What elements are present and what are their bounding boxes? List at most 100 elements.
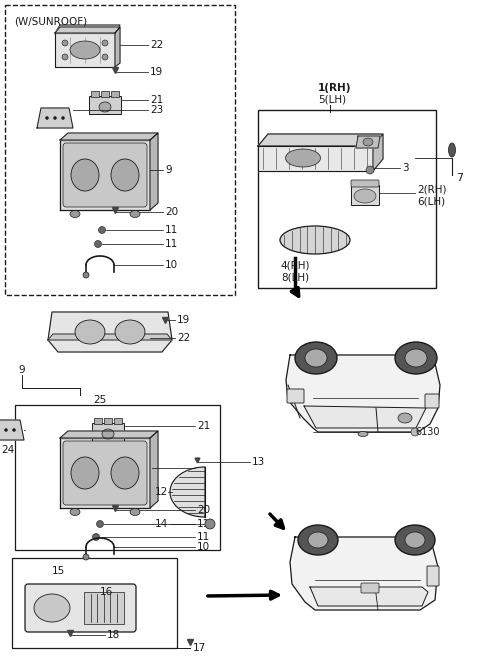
- Polygon shape: [290, 537, 438, 610]
- Ellipse shape: [70, 211, 80, 218]
- Text: 10: 10: [165, 260, 178, 270]
- Ellipse shape: [398, 413, 412, 423]
- Ellipse shape: [405, 349, 427, 367]
- Polygon shape: [373, 134, 383, 171]
- Ellipse shape: [70, 41, 100, 59]
- Text: 15: 15: [51, 566, 65, 576]
- Ellipse shape: [405, 532, 425, 548]
- Bar: [92, 423, 124, 441]
- Bar: [89, 96, 121, 114]
- Text: 11: 11: [197, 519, 210, 529]
- Ellipse shape: [98, 226, 106, 234]
- FancyBboxPatch shape: [25, 584, 136, 632]
- Ellipse shape: [93, 533, 99, 541]
- Text: 22: 22: [150, 40, 163, 50]
- Ellipse shape: [75, 320, 105, 344]
- Text: 10: 10: [197, 542, 210, 552]
- Ellipse shape: [395, 342, 437, 374]
- Ellipse shape: [130, 508, 140, 516]
- Ellipse shape: [205, 519, 215, 529]
- Ellipse shape: [102, 54, 108, 60]
- Polygon shape: [48, 312, 172, 352]
- FancyBboxPatch shape: [425, 394, 439, 408]
- Bar: [351, 185, 379, 205]
- Ellipse shape: [102, 40, 108, 46]
- Text: 5(LH): 5(LH): [318, 95, 346, 105]
- Polygon shape: [55, 25, 120, 33]
- Bar: [84, 592, 124, 624]
- Bar: [101, 91, 109, 97]
- FancyBboxPatch shape: [287, 389, 304, 403]
- Ellipse shape: [286, 149, 321, 167]
- Polygon shape: [0, 420, 24, 440]
- Ellipse shape: [280, 226, 350, 254]
- Polygon shape: [150, 133, 158, 210]
- Ellipse shape: [4, 428, 8, 432]
- Text: (W/SUNROOF): (W/SUNROOF): [14, 16, 87, 26]
- Ellipse shape: [99, 102, 111, 112]
- Ellipse shape: [358, 432, 368, 436]
- Bar: [15, 405, 220, 550]
- Text: 16: 16: [100, 587, 113, 597]
- Polygon shape: [55, 33, 115, 67]
- Text: 13: 13: [252, 457, 265, 467]
- Ellipse shape: [61, 117, 64, 119]
- Ellipse shape: [71, 457, 99, 489]
- Ellipse shape: [115, 320, 145, 344]
- Polygon shape: [60, 133, 158, 140]
- Ellipse shape: [95, 241, 101, 247]
- Text: 24: 24: [1, 445, 14, 455]
- Text: 19: 19: [150, 67, 163, 77]
- Text: 6130: 6130: [415, 427, 440, 437]
- Polygon shape: [304, 406, 426, 428]
- Ellipse shape: [308, 532, 328, 548]
- Ellipse shape: [411, 428, 419, 436]
- Polygon shape: [37, 108, 73, 128]
- Ellipse shape: [83, 554, 89, 560]
- Ellipse shape: [111, 457, 139, 489]
- Text: 4(RH): 4(RH): [280, 260, 310, 270]
- Polygon shape: [258, 134, 383, 146]
- Polygon shape: [286, 355, 440, 432]
- Text: 11: 11: [165, 239, 178, 249]
- Ellipse shape: [395, 525, 435, 555]
- Ellipse shape: [354, 189, 376, 203]
- Text: 3: 3: [402, 163, 408, 173]
- Polygon shape: [48, 334, 172, 340]
- Ellipse shape: [96, 520, 104, 527]
- Polygon shape: [115, 27, 120, 67]
- Bar: [114, 418, 122, 424]
- FancyBboxPatch shape: [351, 180, 379, 187]
- Polygon shape: [310, 587, 428, 606]
- Bar: [12, 558, 177, 648]
- Ellipse shape: [71, 159, 99, 191]
- Text: 19: 19: [177, 315, 190, 325]
- Text: 14: 14: [155, 519, 168, 529]
- Bar: [94, 418, 102, 424]
- Text: 18: 18: [107, 630, 120, 640]
- Text: 22: 22: [177, 333, 190, 343]
- Bar: [111, 91, 119, 97]
- Text: 20: 20: [165, 207, 178, 217]
- Bar: [104, 418, 112, 424]
- Text: 12: 12: [155, 487, 168, 497]
- Polygon shape: [170, 467, 205, 517]
- Ellipse shape: [46, 117, 48, 119]
- Ellipse shape: [305, 349, 327, 367]
- Text: 25: 25: [94, 395, 107, 405]
- Polygon shape: [60, 438, 150, 508]
- Ellipse shape: [83, 272, 89, 278]
- Ellipse shape: [366, 166, 374, 174]
- Polygon shape: [55, 27, 120, 33]
- Text: 11: 11: [165, 225, 178, 235]
- Ellipse shape: [70, 508, 80, 516]
- Polygon shape: [60, 140, 150, 210]
- Ellipse shape: [363, 138, 373, 146]
- FancyBboxPatch shape: [361, 583, 379, 593]
- FancyBboxPatch shape: [63, 441, 147, 505]
- Ellipse shape: [130, 211, 140, 218]
- Polygon shape: [150, 431, 158, 508]
- Ellipse shape: [295, 342, 337, 374]
- Ellipse shape: [34, 594, 70, 622]
- Text: 21: 21: [197, 421, 210, 431]
